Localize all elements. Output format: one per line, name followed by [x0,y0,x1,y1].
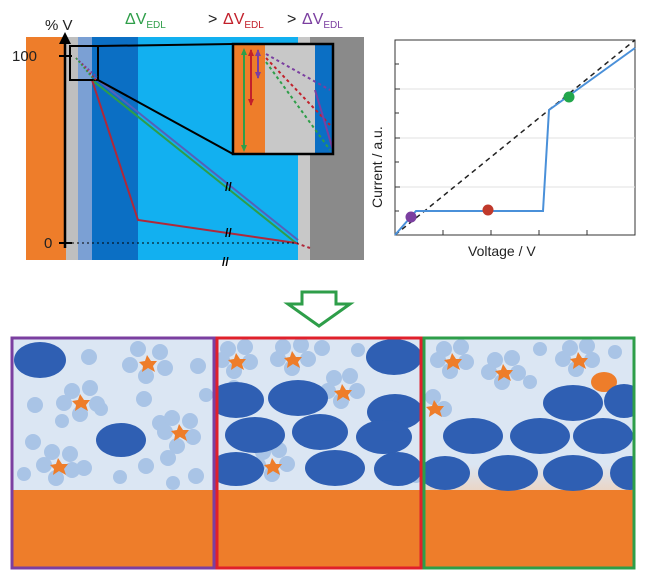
potential-profile-diagram: // // // [12,11,364,269]
panel-border-green [422,336,636,570]
panel-mid-voltage [217,338,421,568]
curve-purple [93,76,299,241]
break-mark: // [225,226,232,240]
electrode-left-band [26,37,66,260]
legend-term-purple: ΔVEDL [302,11,343,31]
legend-term-red: ΔVEDL [223,11,264,31]
break-mark: // [222,255,229,269]
tick-0-label: 0 [44,235,52,252]
y-axis-arrow [59,32,71,44]
delta-v-legend: ΔVEDL > ΔVEDL > ΔVEDL [125,11,343,31]
marker-green [563,91,575,103]
break-mark: // [225,180,232,194]
marker-red [482,204,494,216]
layer-band-light [78,37,92,260]
down-arrow-icon [283,290,355,328]
tick-100-label: 100 [12,48,37,65]
legend-gt: > [287,11,296,28]
legend-term-green: ΔVEDL [125,11,166,31]
y-axis-title: % V [45,17,73,34]
ohmic-reference-line [394,39,636,236]
zoom-inset [233,44,333,154]
zoom-source-box [69,45,99,81]
legend-gt: > [208,11,217,28]
zoom-inset-frame [231,42,335,156]
panel-border-purple [10,336,216,570]
panel-border-red [215,336,423,570]
x-axis-label: Voltage / V [468,243,536,259]
y-axis-label: Current / a.u. [369,126,385,208]
curve-red [91,79,297,244]
curve-green [91,79,297,244]
curve-red-tail [295,242,311,249]
marker-purple [405,211,417,223]
panel-high-voltage [424,338,634,568]
current-voltage-plot: Voltage / V Current / a.u. [369,39,636,259]
panel-low-voltage [12,338,214,568]
gap-band [66,37,78,260]
